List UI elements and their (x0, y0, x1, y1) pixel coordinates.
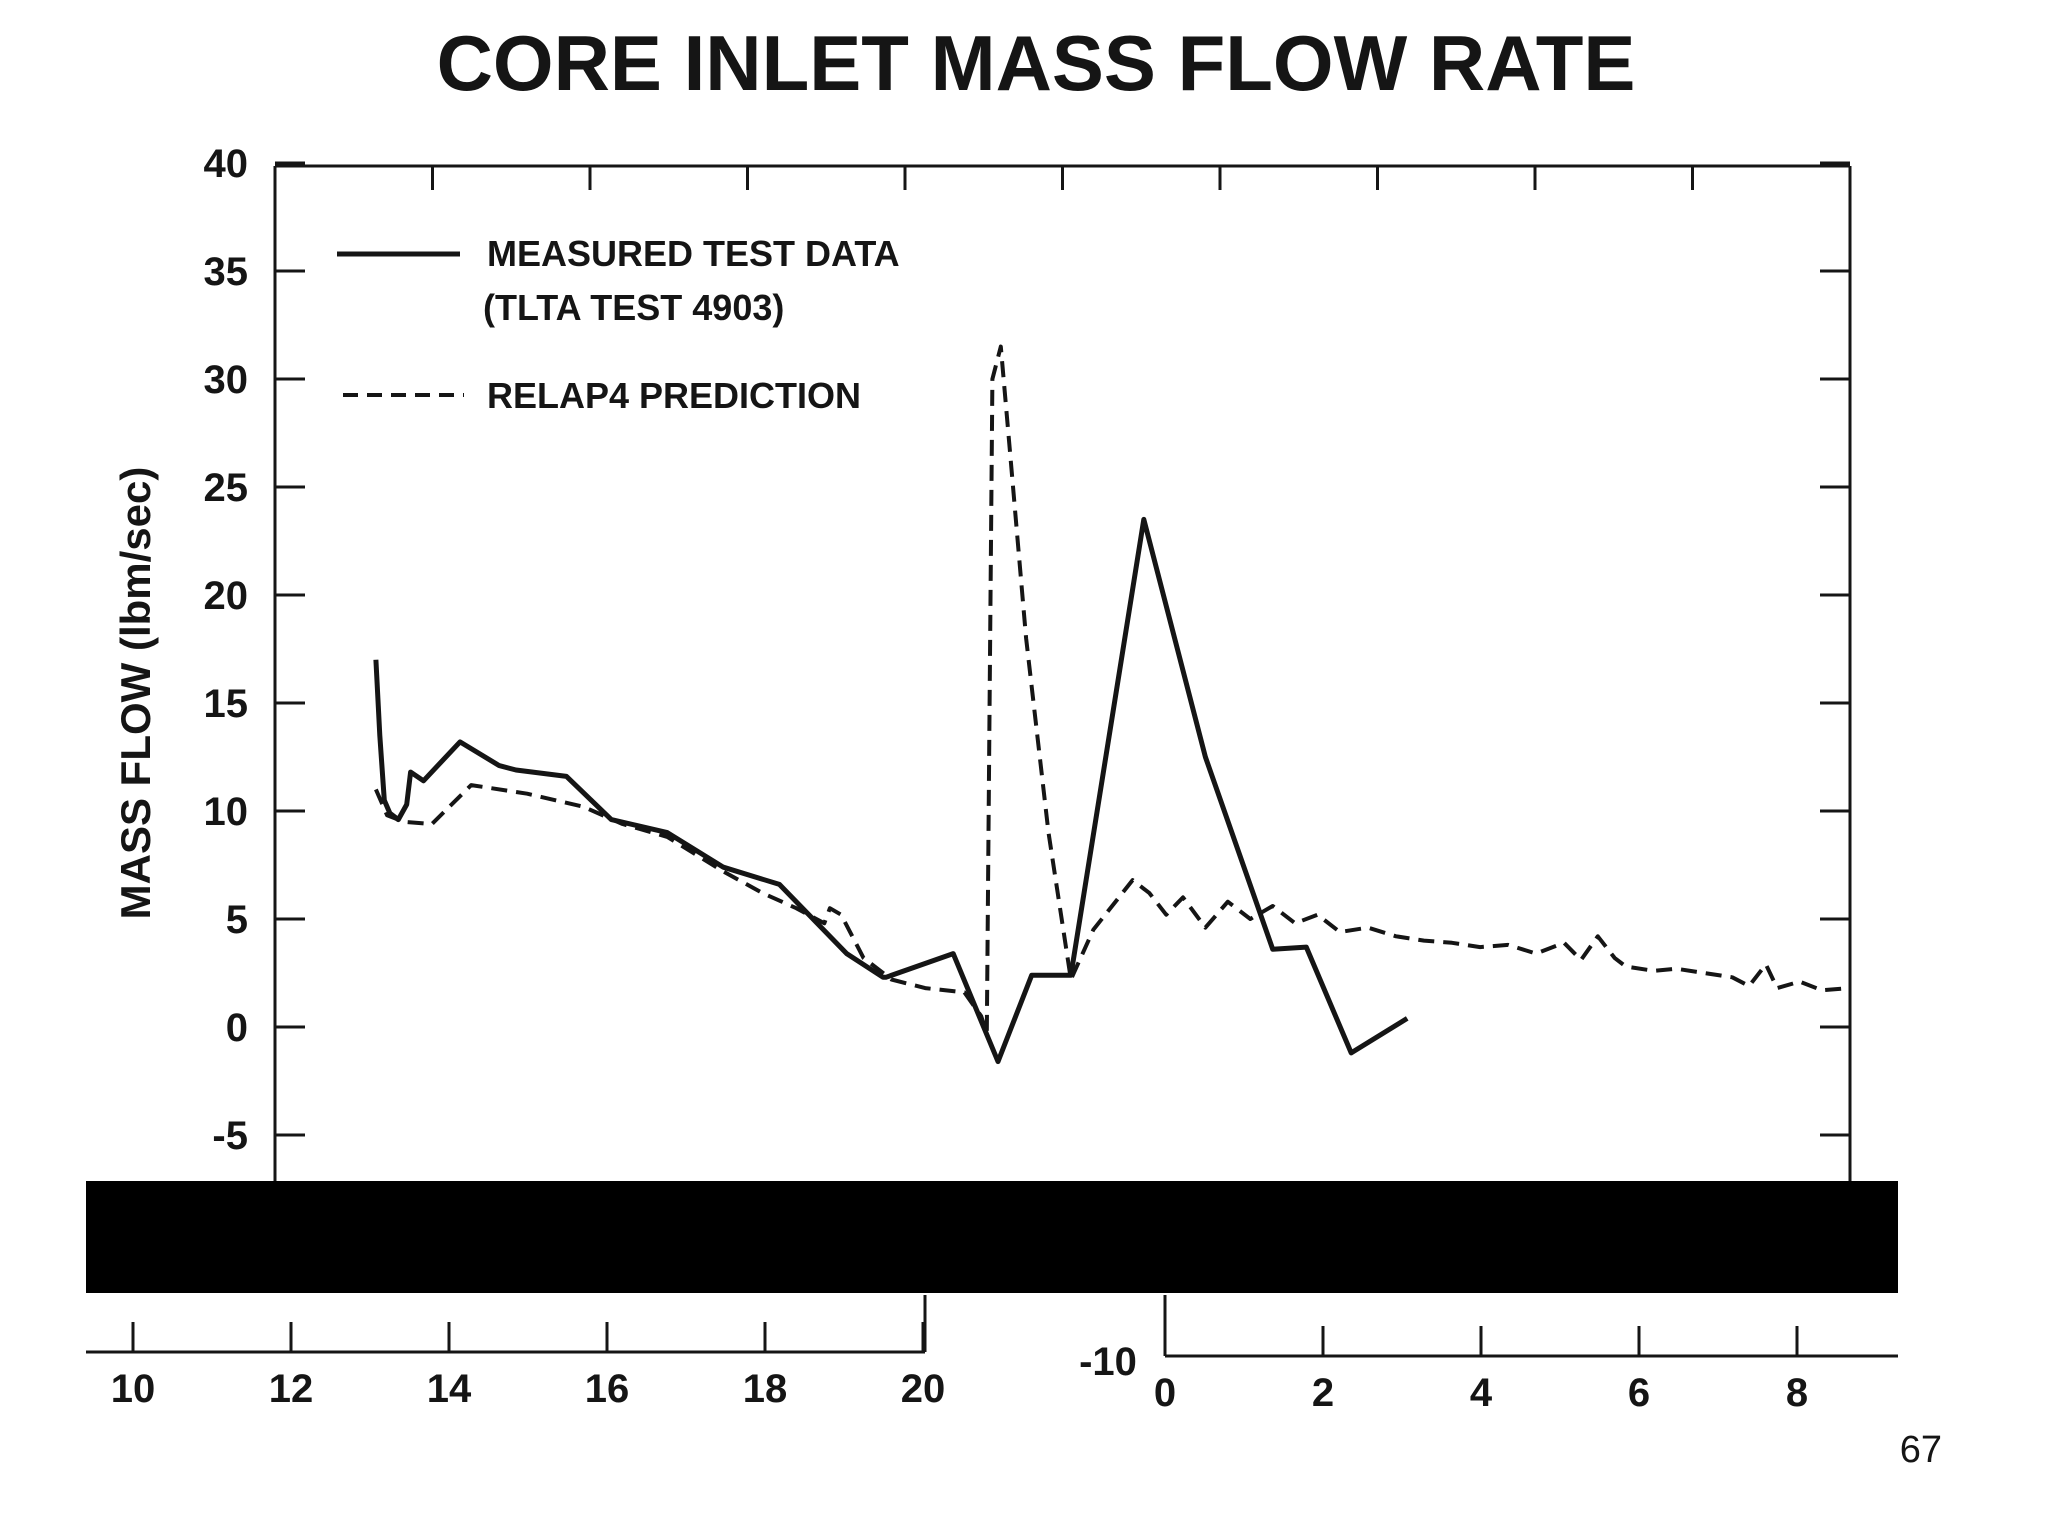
y-axis-label: MASS FLOW (lbm/sec) (112, 467, 159, 920)
y-tick-label: 20 (204, 574, 249, 618)
legend-label-measured-line-2: (TLTA TEST 4903) (483, 287, 784, 328)
x-tick-label: 10 (111, 1367, 156, 1411)
y-axis-ticks: 40 35 30 25 20 15 10 5 0 -5 (204, 142, 1850, 1158)
y-tick-label: -5 (212, 1114, 248, 1158)
legend: MEASURED TEST DATA (TLTA TEST 4903) RELA… (337, 233, 900, 416)
y-tick-label: 35 (204, 250, 249, 294)
x-tick-label: 2 (1312, 1371, 1334, 1415)
x-tick-label: 20 (901, 1367, 946, 1411)
page-number: 67 (1900, 1429, 1942, 1471)
y-tick-label: 40 (204, 142, 249, 186)
x-tick-label: 16 (585, 1367, 630, 1411)
series-relap4 (374, 344, 1851, 1036)
x-tick-label: 12 (269, 1367, 314, 1411)
x-tick-label: 18 (743, 1367, 788, 1411)
x-tick-label: 6 (1628, 1371, 1650, 1415)
x-tick-label: 0 (1154, 1371, 1176, 1415)
x-tick-label: 8 (1786, 1371, 1808, 1415)
series-lines (373, 344, 1851, 1065)
y-tick-label: 30 (204, 358, 249, 402)
y-tick-label: 15 (204, 682, 249, 726)
axes (273, 164, 1852, 1181)
y-tick-label: 25 (204, 466, 249, 510)
redaction-bar (86, 1181, 1898, 1293)
x-axis-ticks: 10 12 14 16 18 20 0 2 4 6 8 (86, 1295, 1898, 1415)
legend-label-relap4: RELAP4 PREDICTION (487, 375, 861, 416)
series-measured (373, 516, 1409, 1065)
x-tick-label: 14 (427, 1367, 472, 1411)
y-tick-label: 5 (226, 898, 248, 942)
legend-label-measured-line-1: MEASURED TEST DATA (487, 233, 900, 274)
x-tick-label: 4 (1470, 1371, 1493, 1415)
y-tick-label: 10 (204, 790, 249, 834)
y-tick-label: 0 (226, 1006, 248, 1050)
chart-title: CORE INLET MASS FLOW RATE (437, 19, 1636, 107)
y-tick-label-minus-10: -10 (1079, 1340, 1137, 1384)
